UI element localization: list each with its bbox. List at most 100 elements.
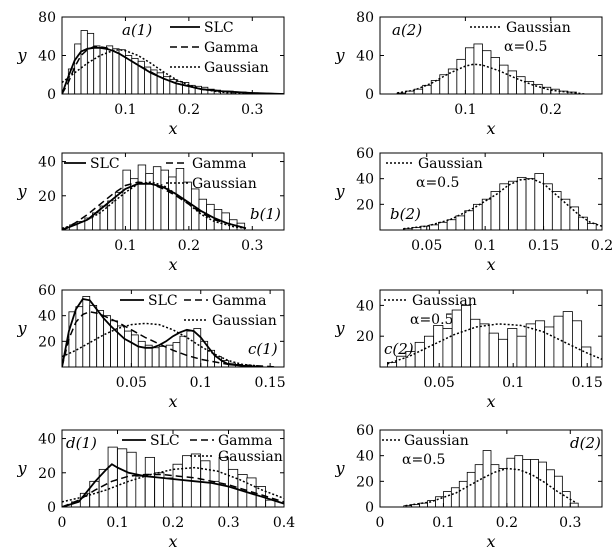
x-tick-label: 0.1: [114, 238, 136, 254]
legend-note: α=0.5: [416, 175, 459, 191]
legend: SLC Gamma Gaussian: [170, 20, 269, 76]
legend-entry: SLC: [150, 433, 180, 449]
x-axis-label: x: [168, 392, 177, 411]
histogram-bar: [423, 335, 435, 367]
histogram-bar: [158, 346, 167, 367]
histogram-bar: [464, 210, 474, 230]
histogram-bar: [562, 311, 573, 367]
curve-slc: [62, 463, 284, 507]
y-axis-label: y: [334, 182, 345, 201]
histogram-bar: [80, 30, 88, 94]
y-tick-label: 0: [47, 87, 56, 103]
plot-area: [62, 296, 278, 367]
legend-note: α=0.5: [410, 312, 453, 328]
y-axis-label: y: [334, 459, 345, 478]
legend-entry: SLC: [148, 293, 178, 309]
x-tick-label: 0.1: [432, 515, 454, 531]
curve-gamma: [62, 473, 284, 507]
legend-entry: SLC: [204, 20, 234, 36]
histogram-bar: [429, 224, 439, 230]
histogram-bar: [82, 296, 91, 367]
histogram-bar: [86, 32, 95, 94]
x-tick-label: 0.2: [178, 238, 200, 254]
histogram-bar: [107, 446, 118, 507]
histogram-bar: [481, 198, 492, 230]
histogram-bar: [165, 344, 174, 367]
x-axis-label: x: [168, 532, 177, 551]
histogram-bar: [144, 456, 155, 507]
y-axis-label: y: [334, 319, 345, 338]
plot-frame: [61, 152, 285, 231]
histogram-bar: [473, 43, 483, 94]
histogram-bar: [124, 330, 132, 367]
legend: Gaussian α=0.5: [382, 433, 469, 468]
curve-gaussian: [62, 181, 247, 230]
histogram-bar: [560, 198, 571, 230]
histogram-bar: [460, 304, 472, 367]
histogram-bar: [535, 320, 546, 367]
plot-frame: [379, 429, 603, 508]
panel-label: c(1): [248, 340, 278, 358]
plot-area: [62, 164, 247, 230]
plot-area: [396, 43, 585, 94]
x-tick-label: 0.1: [190, 375, 212, 391]
x-tick-label: 0.1: [106, 515, 128, 531]
legend-entry: Gaussian: [218, 449, 283, 465]
x-tick-label: 0.3: [241, 102, 263, 118]
legend-entry: Gamma: [218, 433, 272, 449]
curve-gaussian: [405, 467, 577, 507]
histogram-bar: [514, 455, 524, 507]
histogram-bar: [443, 491, 452, 507]
histogram-bar: [482, 450, 492, 507]
y-tick-label: 0: [365, 87, 374, 103]
histogram-bar: [422, 84, 432, 94]
y-tick-label: 40: [38, 155, 56, 171]
histogram-bar: [117, 325, 125, 367]
legend-entry: Gaussian: [404, 433, 469, 449]
y-tick-label: 40: [356, 172, 374, 188]
x-axis-label: x: [486, 119, 495, 138]
x-tick-label: 0.3: [559, 515, 581, 531]
histogram-bar: [516, 335, 527, 367]
y-axis-label: y: [16, 46, 27, 65]
histogram-bar: [479, 323, 490, 367]
histogram-bar: [200, 460, 211, 507]
legend: Gaussian α=0.5: [470, 20, 571, 55]
legend-entry: Gaussian: [204, 60, 269, 76]
x-tick-label: 0.2: [496, 515, 518, 531]
histogram-bar: [490, 191, 501, 230]
x-tick-label: 0.05: [424, 375, 455, 391]
legend: SLC Gamma Gaussian: [64, 156, 257, 192]
histogram-bar: [414, 341, 425, 367]
histogram-bar: [490, 57, 500, 94]
y-tick-label: 40: [356, 298, 374, 314]
histogram-bar: [482, 50, 492, 94]
histogram-bar: [89, 304, 98, 367]
histogram-bar: [450, 487, 460, 507]
y-tick-label: 20: [356, 329, 374, 345]
plot-frame: [379, 152, 603, 231]
histogram-bar: [522, 459, 532, 507]
panel-label: b(1): [250, 205, 281, 223]
curve-gamma: [62, 181, 247, 230]
panel-b1: 0.1 0.2 0.3 20 40 x y b(1) SLC Gamma Gaussian: [16, 152, 285, 274]
histogram-bar: [427, 500, 436, 507]
x-tick-label: 0.2: [178, 102, 200, 118]
histogram-bar: [554, 475, 563, 507]
histogram-bar: [533, 83, 543, 94]
histogram-bar: [438, 221, 448, 230]
histogram-bar: [458, 480, 468, 507]
histogram-bar: [464, 47, 475, 94]
x-tick-label: 0.3: [217, 515, 239, 531]
histogram-bar: [456, 58, 466, 94]
x-tick-label: 0.1: [502, 375, 524, 391]
y-tick-label: 60: [38, 283, 56, 299]
histogram-bar: [530, 459, 539, 507]
histogram-bar: [497, 338, 509, 367]
y-tick-label: 60: [356, 146, 374, 162]
y-tick-label: 0: [365, 500, 374, 516]
panel-label: d(1): [66, 434, 97, 452]
histogram-bar: [419, 502, 428, 507]
x-axis-label: x: [168, 255, 177, 274]
